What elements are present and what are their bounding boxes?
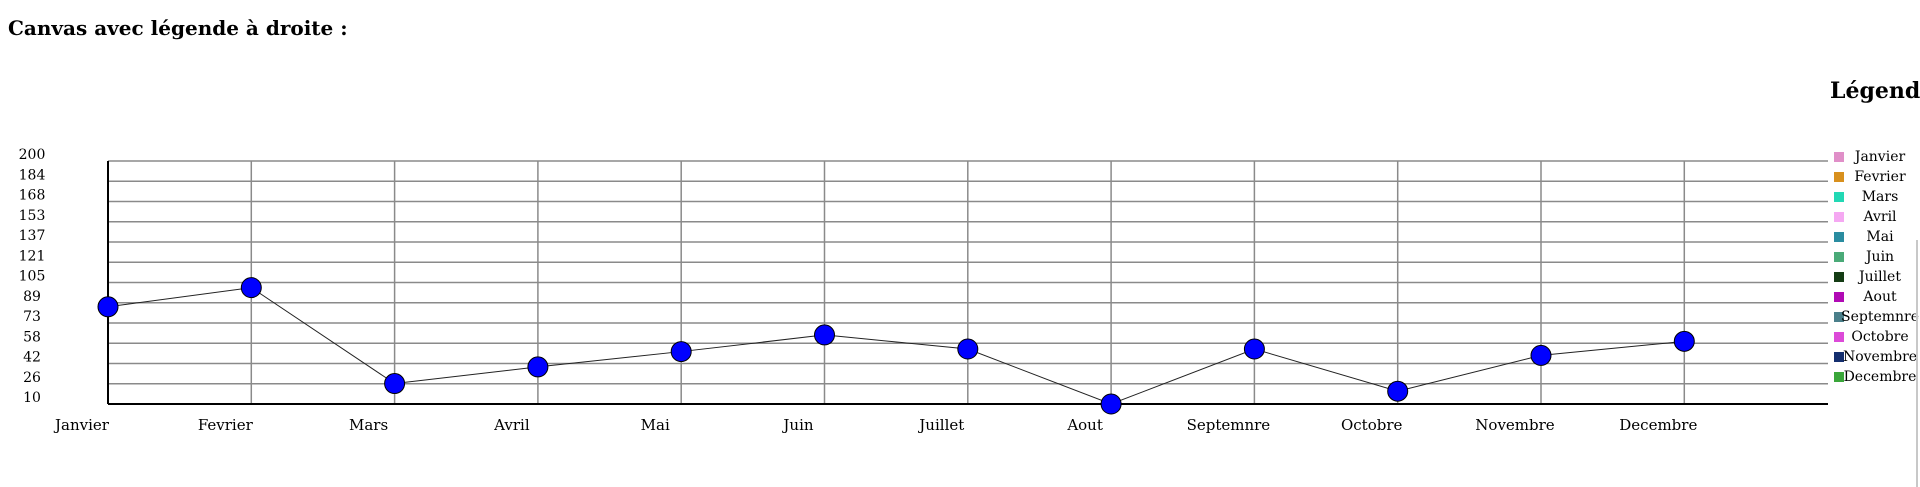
legend-label: Novembre: [1842, 349, 1918, 365]
legend-item: Septemnre: [1830, 307, 1920, 327]
data-point: [384, 373, 406, 395]
legend-item: Avril: [1830, 207, 1920, 227]
x-tick-label: Juillet: [917, 416, 964, 434]
x-tick-label: Septemnre: [1187, 416, 1271, 434]
x-tick-label: Octobre: [1341, 416, 1403, 434]
scrollbar-edge[interactable]: [1916, 240, 1918, 487]
series-line: [107, 287, 1685, 405]
legend-title: Légende: [1830, 78, 1920, 104]
legend-item: Mai: [1830, 227, 1920, 247]
legend-label: Janvier: [1854, 149, 1906, 165]
y-tick-label: 168: [19, 188, 46, 204]
legend-label: Decembre: [1843, 369, 1917, 385]
y-tick-label: 89: [23, 289, 41, 305]
data-point: [1243, 338, 1265, 360]
legend-item: Decembre: [1830, 367, 1920, 387]
legend-swatch: [1834, 172, 1844, 182]
legend-item: Aout: [1830, 287, 1920, 307]
legend-item: Juin: [1830, 247, 1920, 267]
x-tick-label: Aout: [1066, 416, 1103, 434]
y-tick-label: 153: [19, 208, 46, 224]
y-tick-label: 121: [19, 248, 46, 264]
legend-item: Fevrier: [1830, 167, 1920, 187]
y-tick-label: 58: [23, 329, 41, 345]
y-tick-label: 10: [23, 390, 41, 406]
legend-label: Aout: [1863, 289, 1897, 305]
y-tick-label: 26: [23, 370, 41, 386]
legend-swatch: [1834, 232, 1844, 242]
legend-swatch: [1834, 292, 1844, 302]
x-tick-label: Avril: [493, 416, 530, 434]
x-tick-label: Mars: [349, 416, 388, 434]
x-tick-label: Mai: [641, 416, 670, 434]
legend-swatch: [1834, 192, 1844, 202]
legend-item: Mars: [1830, 187, 1920, 207]
x-tick-label: Juin: [781, 416, 813, 434]
legend-swatch: [1834, 352, 1844, 362]
legend-label: Mars: [1861, 189, 1899, 205]
data-point: [1673, 330, 1695, 352]
legend-label: Avril: [1863, 209, 1897, 225]
series-points: [97, 277, 1695, 415]
line-chart: 200 184 168 153 137 121 105 89 73 58 42 26 10 Janvie…: [19, 147, 1828, 434]
legend-label: Mai: [1866, 229, 1894, 245]
legend-swatch: [1834, 372, 1844, 382]
legend-label: Juillet: [1859, 269, 1901, 285]
y-tick-label: 200: [19, 147, 46, 163]
legend-swatch: [1834, 152, 1844, 162]
chart-axes: [107, 161, 1828, 405]
legend-item: Janvier: [1830, 147, 1920, 167]
x-axis-ticks: Janvier Fevrier Mars Avril Mai Juin Juillet Aou…: [53, 416, 1697, 434]
legend-item: Juillet: [1830, 267, 1920, 287]
legend-swatch: [1834, 252, 1844, 262]
legend-swatch: [1834, 332, 1844, 342]
legend-label: Juin: [1865, 249, 1895, 265]
x-tick-label: Janvier: [53, 416, 110, 434]
chart-grid: [107, 160, 1828, 405]
data-point: [97, 296, 119, 318]
data-point: [957, 338, 979, 360]
data-point: [1387, 380, 1409, 402]
legend: Légende Janvier Fevrier Mars Avril Mai Juin Ju…: [1830, 0, 1920, 487]
y-tick-label: 105: [19, 269, 46, 285]
data-point: [670, 341, 692, 363]
x-tick-label: Decembre: [1619, 416, 1697, 434]
data-point: [814, 324, 835, 346]
x-tick-label: Novembre: [1475, 416, 1555, 434]
data-point: [527, 356, 549, 378]
legend-label: Septemnre: [1840, 309, 1920, 325]
page-title: Canvas avec légende à droite :: [8, 16, 348, 40]
y-tick-label: 73: [23, 309, 41, 325]
legend-list: Janvier Fevrier Mars Avril Mai Juin Juillet Aou…: [1830, 147, 1920, 387]
legend-item: Octobre: [1830, 327, 1920, 347]
data-point: [1530, 344, 1552, 366]
y-axis-ticks: 200 184 168 153 137 121 105 89 73 58 42 26 10: [19, 147, 46, 406]
y-tick-label: 137: [19, 228, 46, 244]
series-polyline: [107, 287, 1685, 405]
legend-swatch: [1834, 272, 1844, 282]
y-tick-label: 184: [19, 167, 46, 183]
legend-swatch: [1834, 312, 1844, 322]
legend-swatch: [1834, 212, 1844, 222]
x-tick-label: Fevrier: [198, 416, 254, 434]
y-tick-label: 42: [23, 350, 41, 366]
legend-label: Octobre: [1851, 329, 1909, 345]
legend-label: Fevrier: [1854, 169, 1906, 185]
data-point: [1100, 393, 1122, 415]
legend-item: Novembre: [1830, 347, 1920, 367]
data-point: [240, 277, 262, 299]
